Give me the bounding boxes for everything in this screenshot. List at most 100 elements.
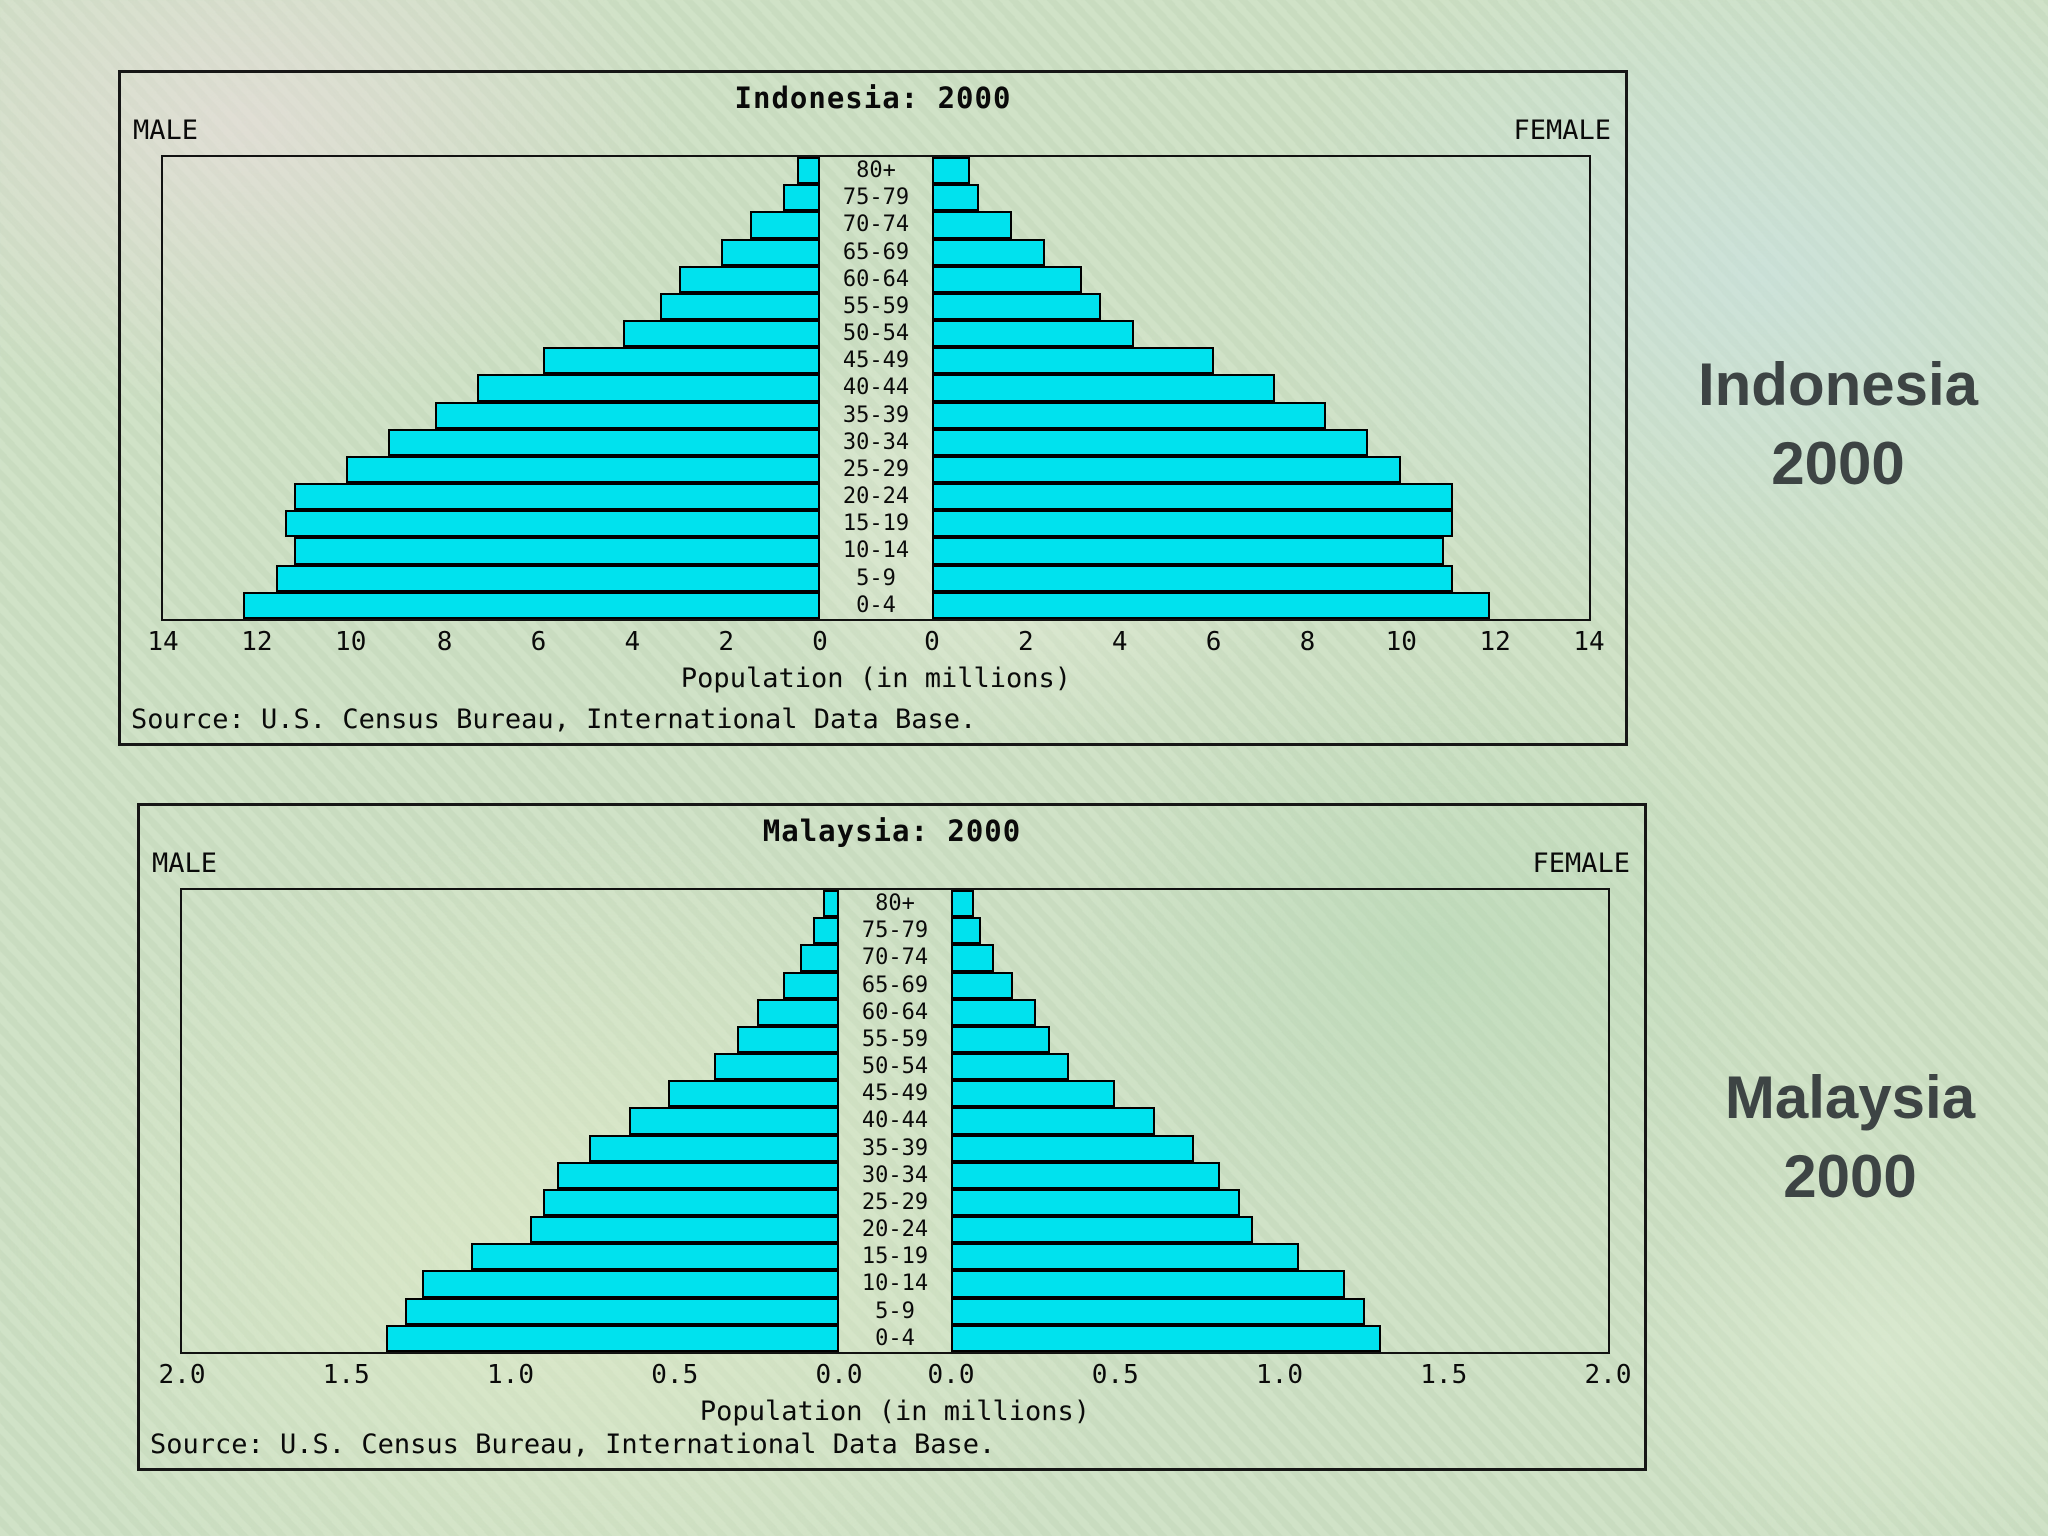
- pyramid-row: [932, 510, 1589, 538]
- pyramid-row: [951, 1134, 1608, 1162]
- age-group-label: 75-79: [842, 185, 910, 211]
- pyramid-row: [932, 455, 1589, 484]
- plot-area: 80+ 75-79 70-74 65-69 60-64 55-59 50-54 45-49 40…: [180, 888, 1610, 1354]
- pyramid-row: [163, 347, 820, 375]
- age-group-label: 60-64: [861, 999, 929, 1025]
- age-group-label: 15-19: [861, 1244, 929, 1270]
- age-group-label: 10-14: [861, 1271, 929, 1297]
- female-bar-45-49: [951, 1080, 1116, 1108]
- pyramid-row: [951, 890, 1608, 918]
- pyramid-row: [951, 998, 1608, 1026]
- female-bar-75-79: [951, 917, 981, 945]
- age-group-label: 50-54: [842, 321, 910, 347]
- female-bar-45-49: [932, 347, 1214, 375]
- female-bar-30-34: [951, 1161, 1221, 1189]
- female-bar-80+: [951, 890, 974, 918]
- axis-tick-label: 8: [1299, 627, 1316, 657]
- female-bar-20-24: [951, 1216, 1254, 1244]
- pyramid-row: [163, 211, 820, 239]
- female-bar-5-9: [951, 1297, 1365, 1325]
- age-group-label: 5-9: [875, 1298, 915, 1324]
- axis-tick-label: 0.5: [1091, 1360, 1139, 1390]
- male-bar-60-64: [679, 265, 820, 293]
- female-bar-25-29: [932, 455, 1402, 484]
- pyramid-row: [951, 1270, 1608, 1298]
- source-note: Source: U.S. Census Bureau, Internationa…: [150, 1429, 996, 1460]
- age-group-label: 20-24: [842, 484, 910, 510]
- age-group-label: 40-44: [842, 375, 910, 401]
- female-bar-50-54: [951, 1053, 1070, 1081]
- male-bar-25-29: [543, 1188, 839, 1217]
- age-group-label: 50-54: [861, 1054, 929, 1080]
- pyramid-row: [163, 292, 820, 321]
- pyramid-row: [182, 1324, 839, 1352]
- pyramid-row: [182, 917, 839, 945]
- female-bar-55-59: [932, 292, 1101, 321]
- age-group-label: 80+: [875, 891, 915, 917]
- pyramid-row: [163, 510, 820, 538]
- male-bars-half: [163, 157, 820, 619]
- axis-tick-label: 0: [812, 627, 828, 657]
- axis-tick-label: 1.0: [487, 1360, 534, 1390]
- malaysia-pyramid-panel: Malaysia: 2000 MALE FEMALE 80+ 75-79 70-74…: [137, 803, 1647, 1471]
- male-bar-65-69: [783, 971, 839, 999]
- pyramid-row: [932, 211, 1589, 239]
- female-bar-25-29: [951, 1188, 1241, 1217]
- axis-tick-label: 14: [147, 627, 179, 657]
- pyramid-row: [932, 401, 1589, 429]
- age-group-label: 0-4: [856, 592, 896, 618]
- axis-tick-label: 1.5: [1420, 1360, 1468, 1390]
- female-bar-10-14: [951, 1270, 1346, 1298]
- pyramid-row: [163, 184, 820, 212]
- pyramid-row: [932, 347, 1589, 375]
- axis-tick-label: 0: [924, 627, 940, 657]
- female-bar-40-44: [951, 1107, 1155, 1135]
- pyramid-row: [182, 1134, 839, 1162]
- female-bar-20-24: [932, 483, 1453, 511]
- female-bar-70-74: [951, 944, 994, 972]
- female-bar-35-39: [951, 1134, 1195, 1162]
- age-labels-column: 80+ 75-79 70-74 65-69 60-64 55-59 50-54 45-49 40…: [820, 157, 932, 619]
- age-group-label: 65-69: [861, 972, 929, 998]
- age-group-label: 10-14: [842, 538, 910, 564]
- age-group-label: 70-74: [842, 212, 910, 238]
- pyramid-row: [951, 1080, 1608, 1108]
- female-bar-75-79: [932, 184, 979, 212]
- male-bar-65-69: [721, 238, 820, 266]
- pyramid-row: [951, 1053, 1608, 1081]
- pyramid-row: [182, 1161, 839, 1189]
- age-group-label: 25-29: [861, 1189, 929, 1215]
- pyramid-row: [951, 1216, 1608, 1244]
- pyramid-row: [932, 428, 1589, 456]
- axis-tick-label: 4: [624, 627, 641, 657]
- pyramid-row: [163, 455, 820, 484]
- age-labels-column: 80+ 75-79 70-74 65-69 60-64 55-59 50-54 45-49 40…: [839, 890, 951, 1352]
- female-bar-0-4: [932, 591, 1491, 619]
- female-bar-60-64: [932, 265, 1083, 293]
- female-header-label: FEMALE: [1513, 115, 1611, 146]
- male-bar-15-19: [285, 510, 820, 538]
- pyramid-row: [951, 944, 1608, 972]
- male-axis-ticks: 0 2 4 6 8 10 12 14: [147, 625, 827, 657]
- male-axis-ticks: 0.0 0.5 1.0 1.5 2.0: [159, 1358, 863, 1390]
- pyramid-row: [951, 1161, 1608, 1189]
- pyramid-row: [182, 1243, 839, 1271]
- male-bar-5-9: [275, 564, 820, 592]
- male-bar-20-24: [294, 483, 820, 511]
- pyramid-row: [163, 265, 820, 293]
- age-group-label: 25-29: [842, 456, 910, 482]
- source-note: Source: U.S. Census Bureau, Internationa…: [131, 704, 977, 735]
- female-axis-ticks: 0.0 0.5 1.0 1.5 2.0: [928, 1358, 1632, 1390]
- age-group-label: 30-34: [842, 429, 910, 455]
- pyramid-row: [163, 374, 820, 402]
- pyramid-row: [932, 184, 1589, 212]
- pyramid-row: [932, 564, 1589, 592]
- male-bar-50-54: [622, 320, 820, 348]
- axis-tick-label: 4: [1111, 627, 1128, 657]
- male-bar-50-54: [714, 1053, 839, 1081]
- female-bar-50-54: [932, 320, 1134, 348]
- plot-area: 80+ 75-79 70-74 65-69 60-64 55-59 50-54 45-49 40…: [161, 155, 1591, 621]
- male-bar-80+: [796, 157, 820, 185]
- pyramid-row: [932, 320, 1589, 348]
- pyramid-row: [951, 1188, 1608, 1217]
